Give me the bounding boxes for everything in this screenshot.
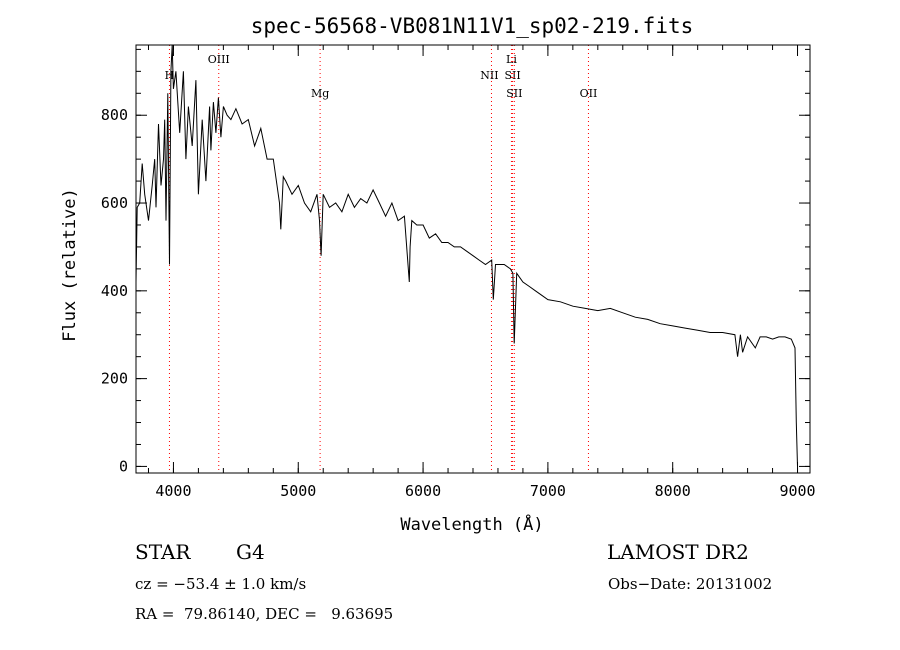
- x-tick-label: 4000: [155, 482, 191, 500]
- line-label-4: Li: [506, 53, 517, 66]
- line-label-6: SII: [506, 87, 522, 100]
- y-tick-label: 400: [101, 282, 128, 300]
- line-label-0: H: [165, 69, 175, 82]
- x-tick-label: 8000: [655, 482, 691, 500]
- line-label-1: OIII: [208, 53, 230, 66]
- object-class: STAR: [135, 540, 191, 564]
- x-tick-label: 6000: [405, 482, 441, 500]
- y-axis-label: Flux (relative): [60, 188, 80, 342]
- emission-lines: H OIII Mg NII Li SII SII OII: [165, 45, 598, 473]
- line-label-2: Mg: [311, 87, 329, 100]
- line-label-3: NII: [480, 69, 498, 82]
- x-tick-label: 5000: [280, 482, 316, 500]
- object-subclass: G4: [236, 540, 265, 564]
- y-tick-label: 800: [101, 106, 128, 124]
- spectrum-series: [135, 44, 798, 467]
- y-tick-label: 0: [119, 457, 128, 475]
- x-tick-label: 9000: [779, 482, 815, 500]
- line-label-5: SII: [504, 69, 520, 82]
- x-axis-label: Wavelength (Å): [400, 513, 543, 535]
- y-tick-label: 200: [101, 370, 128, 388]
- survey-name: LAMOST DR2: [607, 540, 749, 564]
- y-tick-label: 600: [101, 194, 128, 212]
- observation-date: Obs−Date: 20131002: [608, 575, 773, 593]
- redshift-readout: cz = −53.4 ± 1.0 km/s: [135, 575, 307, 593]
- plot-axes: 4000 5000 6000 7000 8000 9000 0 200 400 600 800: [101, 44, 816, 500]
- x-tick-label: 7000: [530, 482, 566, 500]
- line-label-7: OII: [580, 87, 598, 100]
- coordinates-readout: RA = 79.86140, DEC = 9.63695: [135, 605, 394, 623]
- spectrum-line-0: [135, 44, 798, 467]
- chart-title: spec-56568-VB081N11V1_sp02-219.fits: [251, 14, 694, 38]
